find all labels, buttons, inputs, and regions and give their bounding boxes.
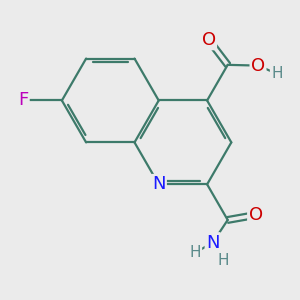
Text: H: H bbox=[217, 253, 229, 268]
Text: N: N bbox=[206, 233, 220, 251]
Text: F: F bbox=[18, 92, 28, 110]
Text: N: N bbox=[152, 175, 166, 193]
Text: O: O bbox=[251, 57, 265, 75]
Text: O: O bbox=[248, 206, 263, 224]
Text: O: O bbox=[202, 31, 216, 49]
Text: H: H bbox=[271, 66, 283, 81]
Text: H: H bbox=[189, 245, 201, 260]
